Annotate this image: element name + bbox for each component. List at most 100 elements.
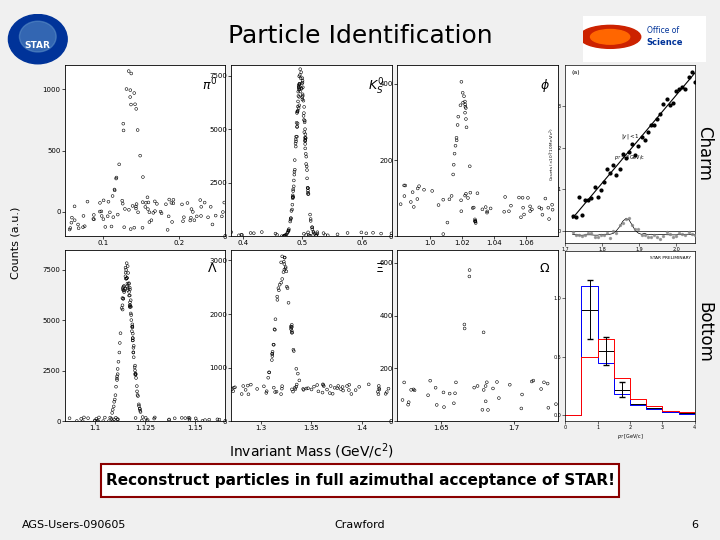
Point (281, 230, 292, 239)
Point (524, 202, 536, 211)
Point (134, 404, 145, 413)
Point (121, 259, 132, 267)
Point (478, 386, 490, 394)
Point (112, 210, 124, 219)
Point (76, 415, 87, 423)
Text: 6: 6 (691, 520, 698, 530)
Point (455, 196, 467, 205)
Point (689, 231, 701, 240)
Point (307, 223, 318, 232)
Point (281, 267, 292, 276)
Point (91, 415, 102, 423)
Point (307, 228, 319, 237)
Point (550, 400, 562, 408)
Point (99, 413, 111, 422)
Point (77, 417, 89, 426)
Point (271, 295, 283, 304)
Point (292, 102, 304, 111)
Point (276, 384, 287, 393)
Point (96, 212, 107, 220)
Point (127, 323, 138, 332)
Point (124, 284, 135, 292)
Point (107, 417, 118, 426)
Point (123, 288, 135, 296)
X-axis label: $M_{D^0}(K\pi)$ (GeV/c$^2$): $M_{D^0}(K\pi)$ (GeV/c$^2$) (608, 254, 652, 264)
Point (266, 349, 278, 358)
Point (337, 383, 348, 391)
Point (128, 353, 140, 362)
Point (127, 334, 138, 342)
Point (412, 184, 423, 193)
Point (268, 383, 279, 392)
Point (580, 195, 591, 204)
Point (109, 186, 120, 194)
Point (287, 205, 298, 214)
Point (142, 416, 153, 424)
Point (448, 399, 459, 408)
Point (398, 181, 410, 190)
Point (292, 97, 304, 106)
Point (459, 97, 471, 106)
Text: $p_T>3\,\mathrm{GeV/c}$: $p_T>3\,\mathrm{GeV/c}$ (614, 153, 646, 162)
Point (119, 205, 130, 213)
Point (127, 320, 138, 329)
Point (444, 389, 456, 398)
Point (292, 122, 303, 131)
Point (295, 74, 307, 83)
Point (448, 160, 459, 169)
Point (114, 160, 125, 168)
Point (409, 386, 420, 395)
Point (305, 215, 316, 224)
Point (397, 396, 408, 404)
Point (518, 210, 530, 219)
Point (118, 286, 130, 295)
Point (117, 294, 129, 303)
Point (119, 223, 130, 232)
Point (592, 193, 603, 202)
Point (302, 228, 314, 237)
Point (278, 232, 289, 240)
Point (298, 116, 310, 124)
Point (480, 202, 492, 211)
Point (236, 231, 248, 239)
Point (318, 381, 329, 389)
Point (148, 208, 159, 217)
Point (620, 154, 631, 163)
Point (301, 166, 312, 174)
Text: AGS-Users-090605: AGS-Users-090605 (22, 520, 126, 530)
Point (275, 390, 287, 399)
Point (155, 207, 166, 216)
Point (228, 387, 239, 395)
Point (306, 385, 318, 394)
Point (109, 391, 121, 400)
Point (453, 112, 464, 121)
Point (536, 204, 547, 213)
Point (127, 343, 139, 352)
Point (123, 206, 135, 214)
Point (654, 235, 666, 244)
Point (457, 89, 469, 97)
Point (570, 213, 582, 221)
Point (456, 77, 467, 86)
Point (292, 92, 304, 100)
Point (261, 387, 272, 395)
Point (312, 230, 323, 238)
Point (291, 118, 302, 127)
Point (297, 76, 308, 85)
Point (287, 191, 299, 200)
Point (677, 230, 688, 239)
Point (124, 303, 135, 312)
Point (181, 199, 193, 207)
Point (125, 302, 137, 311)
Point (459, 320, 470, 329)
Point (327, 389, 338, 398)
Point (297, 384, 309, 393)
Point (283, 227, 294, 235)
Point (94, 199, 106, 207)
Point (266, 356, 278, 364)
Point (438, 230, 449, 238)
Point (570, 231, 582, 239)
Point (294, 79, 305, 88)
Point (97, 417, 109, 426)
Point (190, 414, 202, 423)
